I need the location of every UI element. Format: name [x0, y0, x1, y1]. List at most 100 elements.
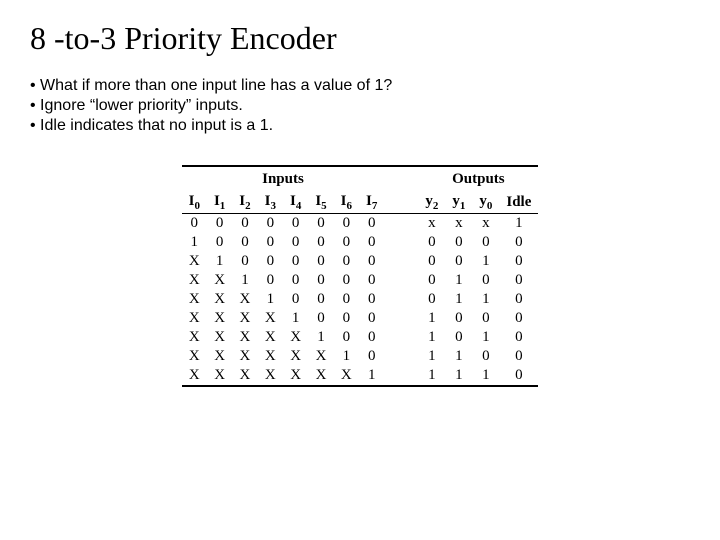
input-cell: 0	[359, 347, 384, 366]
input-cell: 1	[359, 366, 384, 386]
bullet-item: • Idle indicates that no input is a 1.	[30, 117, 690, 135]
input-cell: 0	[308, 309, 333, 328]
input-cell: X	[308, 366, 333, 386]
page-title: 8 -to-3 Priority Encoder	[30, 20, 690, 57]
bullet-item: • Ignore “lower priority” inputs.	[30, 97, 690, 115]
input-cell: 0	[359, 252, 384, 271]
input-cell: X	[182, 328, 207, 347]
output-cell: 0	[472, 233, 499, 252]
output-cell: 0	[445, 309, 472, 328]
table-row: XX1000000100	[182, 271, 539, 290]
output-cell: 1	[472, 328, 499, 347]
gap	[384, 192, 418, 214]
output-cell: 1	[445, 271, 472, 290]
table-row: X10000000010	[182, 252, 539, 271]
column-header: I6	[334, 192, 359, 214]
output-cell: 0	[499, 271, 538, 290]
table-row: XXXXXXX11110	[182, 366, 539, 386]
gap	[384, 271, 418, 290]
output-cell: 0	[418, 290, 445, 309]
input-cell: X	[182, 309, 207, 328]
column-header: y0	[472, 192, 499, 214]
column-header: I2	[232, 192, 257, 214]
gap	[384, 309, 418, 328]
input-cell: 0	[334, 290, 359, 309]
output-cell: 1	[418, 328, 445, 347]
input-cell: 0	[283, 252, 308, 271]
input-cell: 0	[359, 290, 384, 309]
input-cell: X	[283, 328, 308, 347]
input-cell: 0	[334, 252, 359, 271]
input-cell: 0	[334, 233, 359, 252]
output-cell: x	[445, 214, 472, 234]
output-cell: 0	[445, 252, 472, 271]
output-cell: 1	[472, 366, 499, 386]
input-cell: 0	[283, 214, 308, 234]
input-cell: 0	[359, 271, 384, 290]
column-header: Idle	[499, 192, 538, 214]
table-row: 100000000000	[182, 233, 539, 252]
input-cell: 0	[283, 290, 308, 309]
input-cell: X	[232, 328, 257, 347]
output-cell: 0	[499, 328, 538, 347]
input-cell: 0	[334, 328, 359, 347]
input-cell: X	[182, 290, 207, 309]
output-cell: 0	[499, 233, 538, 252]
gap	[384, 166, 418, 192]
output-cell: 0	[472, 347, 499, 366]
input-cell: X	[207, 290, 232, 309]
input-cell: 0	[232, 233, 257, 252]
output-cell: 1	[418, 309, 445, 328]
gap	[384, 214, 418, 234]
input-cell: 0	[334, 309, 359, 328]
input-cell: 1	[283, 309, 308, 328]
input-cell: 0	[232, 252, 257, 271]
output-cell: 1	[472, 290, 499, 309]
input-cell: X	[258, 366, 283, 386]
column-header: I0	[182, 192, 207, 214]
column-header: I3	[258, 192, 283, 214]
input-cell: X	[207, 366, 232, 386]
output-cell: 0	[418, 233, 445, 252]
output-cell: 1	[445, 347, 472, 366]
output-cell: 1	[418, 366, 445, 386]
input-cell: X	[283, 366, 308, 386]
input-cell: X	[182, 347, 207, 366]
output-cell: 1	[499, 214, 538, 234]
output-cell: 1	[472, 252, 499, 271]
output-cell: 1	[445, 366, 472, 386]
input-cell: 1	[182, 233, 207, 252]
input-cell: 0	[334, 271, 359, 290]
input-cell: X	[258, 328, 283, 347]
output-cell: 0	[499, 366, 538, 386]
output-cell: 0	[445, 328, 472, 347]
input-cell: X	[232, 309, 257, 328]
input-cell: 0	[207, 214, 232, 234]
column-header: I1	[207, 192, 232, 214]
output-cell: 0	[499, 252, 538, 271]
input-cell: X	[207, 347, 232, 366]
input-cell: X	[283, 347, 308, 366]
input-cell: X	[182, 271, 207, 290]
table-body: 00000000xxx1100000000000X10000000010XX10…	[182, 214, 539, 387]
inputs-header: Inputs	[182, 166, 385, 192]
bullet-list: • What if more than one input line has a…	[30, 77, 690, 135]
input-cell: 0	[283, 233, 308, 252]
column-header: I4	[283, 192, 308, 214]
input-cell: 0	[182, 214, 207, 234]
input-cell: 0	[334, 214, 359, 234]
output-cell: 0	[472, 271, 499, 290]
output-cell: 1	[445, 290, 472, 309]
input-cell: 0	[308, 214, 333, 234]
column-header: I7	[359, 192, 384, 214]
input-cell: 0	[359, 233, 384, 252]
input-cell: 0	[258, 252, 283, 271]
output-cell: 0	[499, 309, 538, 328]
gap	[384, 328, 418, 347]
input-cell: 0	[232, 214, 257, 234]
input-cell: X	[258, 347, 283, 366]
input-cell: 0	[308, 271, 333, 290]
outputs-header: Outputs	[418, 166, 538, 192]
input-cell: X	[232, 347, 257, 366]
gap	[384, 233, 418, 252]
